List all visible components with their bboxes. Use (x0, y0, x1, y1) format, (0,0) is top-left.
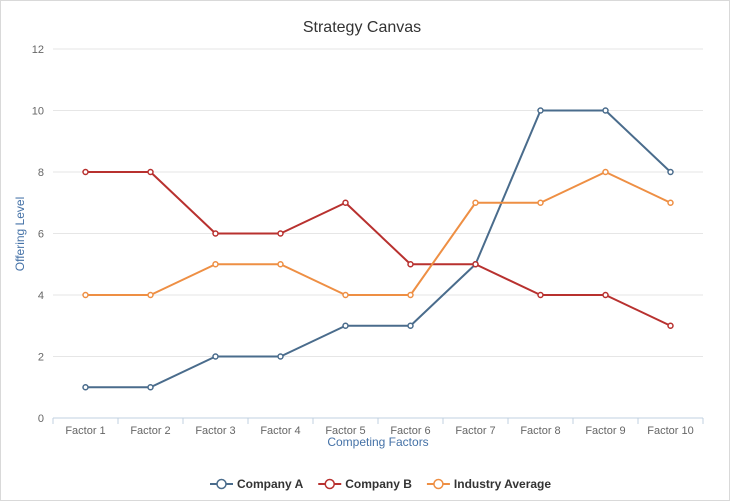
data-point[interactable] (277, 230, 284, 237)
legend-item[interactable]: Company A (210, 477, 304, 491)
series-industry-average (82, 168, 674, 299)
data-point[interactable] (212, 353, 219, 360)
data-point[interactable] (82, 291, 89, 299)
x-tick-label: Factor 9 (585, 425, 625, 437)
data-point[interactable] (342, 322, 349, 329)
series-company-a (82, 107, 674, 391)
grid-lines (53, 48, 703, 357)
y-tick-label: 6 (38, 229, 44, 241)
y-tick-label: 2 (38, 352, 44, 364)
data-point[interactable] (277, 261, 284, 268)
series-group (82, 107, 674, 391)
x-tick-label: Factor 8 (520, 425, 560, 437)
series-line (85, 109, 672, 389)
data-point[interactable] (407, 291, 414, 299)
legend-label: Industry Average (454, 477, 551, 491)
legend-item[interactable]: Company B (318, 477, 412, 491)
x-tick-label: Factor 1 (65, 425, 105, 437)
y-axis-ticks: 0 2 4 6 8 10 12 (32, 44, 44, 425)
legend-marker (433, 478, 444, 490)
series-line (85, 171, 671, 327)
data-point[interactable] (407, 261, 414, 268)
x-tick-label: Factor 5 (325, 425, 365, 437)
x-tick-label: Factor 6 (390, 425, 430, 437)
y-axis-title: Offering Level (13, 197, 27, 272)
data-point[interactable] (147, 384, 154, 391)
y-tick-label: 4 (38, 290, 44, 302)
data-point[interactable] (602, 107, 609, 114)
data-point[interactable] (147, 168, 154, 176)
data-point[interactable] (602, 168, 609, 176)
x-axis: Factor 1 Factor 2 Factor 3 Factor 4 Factor 5… (52, 417, 704, 437)
y-tick-label: 0 (38, 413, 44, 425)
data-point[interactable] (82, 168, 89, 176)
legend-marker (324, 478, 335, 490)
data-point[interactable] (602, 291, 609, 299)
legend-marker (216, 478, 227, 490)
data-point[interactable] (537, 199, 544, 206)
x-tick-label: Factor 4 (260, 425, 300, 437)
data-point[interactable] (212, 261, 219, 268)
data-point[interactable] (472, 199, 479, 206)
y-tick-label: 8 (38, 167, 44, 179)
y-tick-label: 12 (32, 44, 44, 56)
data-point[interactable] (342, 199, 349, 206)
data-point[interactable] (667, 322, 674, 329)
x-tick-label: Factor 10 (647, 425, 693, 437)
data-point[interactable] (277, 353, 284, 360)
data-point[interactable] (667, 168, 674, 176)
legend-label: Company B (345, 477, 412, 491)
chart-title: Strategy Canvas (303, 19, 421, 36)
x-axis-title: Competing Factors (327, 435, 428, 449)
x-tick-label: Factor 2 (130, 425, 170, 437)
data-point[interactable] (147, 291, 154, 299)
legend-label: Company A (237, 477, 304, 491)
data-point[interactable] (212, 230, 219, 237)
data-point[interactable] (82, 384, 89, 391)
y-tick-label: 10 (32, 106, 44, 118)
data-point[interactable] (537, 107, 544, 114)
data-point[interactable] (472, 261, 479, 268)
series-company-b (82, 168, 674, 329)
data-point[interactable] (537, 291, 544, 299)
data-point[interactable] (667, 199, 674, 206)
legend: Company A Company B Industry Average (210, 477, 551, 491)
x-tick-label: Factor 7 (455, 425, 495, 437)
data-point[interactable] (342, 291, 349, 299)
legend-item[interactable]: Industry Average (426, 477, 551, 491)
x-tick-label: Factor 3 (195, 425, 235, 437)
series-line (85, 171, 671, 296)
data-point[interactable] (407, 322, 414, 329)
